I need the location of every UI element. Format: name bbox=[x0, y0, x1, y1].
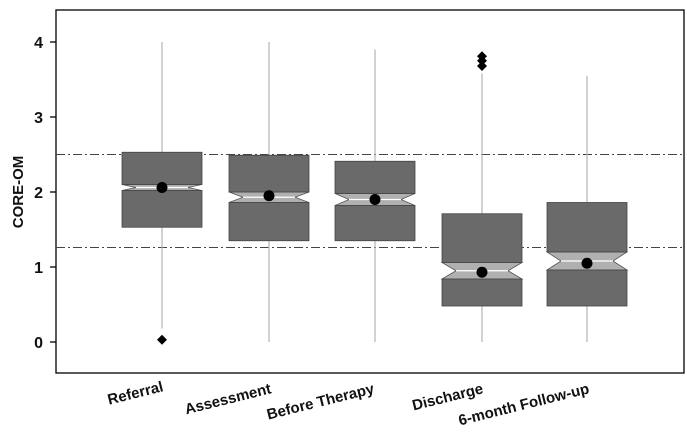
y-tick-label: 0 bbox=[34, 335, 43, 352]
mean-marker bbox=[156, 182, 168, 193]
upper-box bbox=[334, 160, 416, 194]
mean-marker bbox=[263, 190, 275, 202]
upper-box bbox=[441, 213, 523, 263]
upper-box bbox=[546, 202, 628, 253]
box-discharge bbox=[440, 51, 524, 342]
y-axis-title: CORE-OM bbox=[10, 156, 27, 229]
box-assessment bbox=[228, 42, 310, 342]
outlier-marker bbox=[477, 51, 487, 62]
box-series bbox=[121, 42, 629, 345]
y-tick-label: 1 bbox=[34, 260, 43, 277]
box-before-therapy bbox=[334, 49, 416, 342]
category-label: Referral bbox=[106, 378, 165, 408]
outlier-marker bbox=[157, 334, 167, 345]
mean-marker bbox=[369, 194, 381, 205]
y-tick-label: 4 bbox=[34, 35, 43, 52]
y-tick-label: 3 bbox=[34, 110, 43, 127]
mean-marker bbox=[581, 257, 593, 269]
category-label: Before Therapy bbox=[265, 380, 377, 423]
mean-marker bbox=[476, 266, 488, 278]
lower-box bbox=[546, 269, 628, 307]
upper-box bbox=[228, 154, 310, 193]
box-6-month-follow-up bbox=[545, 75, 629, 342]
y-tick-label: 2 bbox=[34, 185, 43, 202]
box-referral bbox=[121, 42, 203, 345]
lower-box bbox=[121, 190, 203, 228]
lower-box bbox=[334, 205, 416, 242]
category-label: Assessment bbox=[183, 380, 273, 418]
outlier-marker bbox=[477, 61, 487, 71]
y-axis: 0 1 2 3 4 bbox=[34, 35, 56, 352]
lower-box bbox=[441, 278, 523, 307]
upper-box bbox=[121, 151, 203, 185]
lower-box bbox=[228, 202, 310, 242]
